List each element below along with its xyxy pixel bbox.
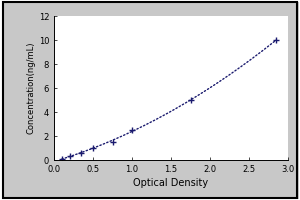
X-axis label: Optical Density: Optical Density (134, 178, 208, 188)
Y-axis label: Concentration(ng/mL): Concentration(ng/mL) (27, 42, 36, 134)
